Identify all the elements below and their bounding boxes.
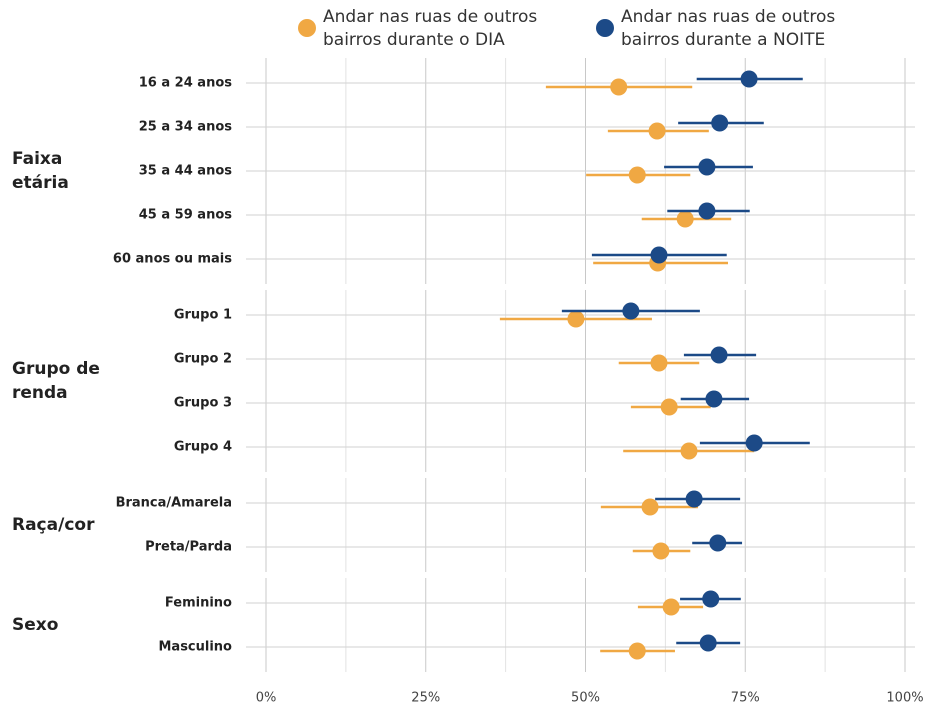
category-label: Grupo 1 [174,308,232,323]
legend-marker [596,19,614,37]
legend-label: Andar nas ruas de outros [621,7,835,27]
point [685,490,703,508]
category-label: Grupo 2 [174,352,232,367]
category-label: 35 a 44 anos [139,164,232,179]
panel-label: Sexo [12,615,58,635]
category-label: 25 a 34 anos [139,120,232,135]
point [628,642,646,660]
category-label: Masculino [158,640,232,655]
category-label: Grupo 4 [174,440,232,455]
point [680,442,698,460]
category-label: Branca/Amarela [116,496,232,511]
point [711,114,729,132]
legend-label: Andar nas ruas de outros [323,7,537,27]
x-tick-label: 75% [731,691,760,706]
x-tick-label: 25% [411,691,440,706]
category-label: Feminino [165,596,232,611]
panel-label: Grupo de [12,359,100,379]
panel-label: etária [12,173,69,193]
legend-label: bairros durante o DIA [323,30,505,50]
panel-label: renda [12,383,68,403]
category-label: Preta/Parda [145,540,232,555]
point [610,78,628,96]
x-tick-label: 50% [571,691,600,706]
point [676,210,694,228]
point [702,590,720,608]
category-label: 16 a 24 anos [139,76,232,91]
point [567,310,585,328]
point [622,302,640,320]
x-tick-label: 100% [886,691,923,706]
point [698,158,716,176]
point [650,246,668,264]
point [628,166,646,184]
point [662,598,680,616]
legend-marker [298,19,316,37]
point [710,346,728,364]
point [698,202,716,220]
panel-label: Faixa [12,149,62,169]
panel-label: Raça/cor [12,515,95,535]
category-label: 60 anos ou mais [113,252,232,267]
point [740,70,758,88]
point [650,354,668,372]
point [745,434,763,452]
x-tick-label: 0% [256,691,277,706]
category-label: 45 a 59 anos [139,208,232,223]
point [641,498,659,516]
point [660,398,678,416]
category-label: Grupo 3 [174,396,232,411]
point [652,542,670,560]
point [699,634,717,652]
point [705,390,723,408]
point [648,122,666,140]
point [709,534,727,552]
legend-label: bairros durante a NOITE [621,30,825,50]
